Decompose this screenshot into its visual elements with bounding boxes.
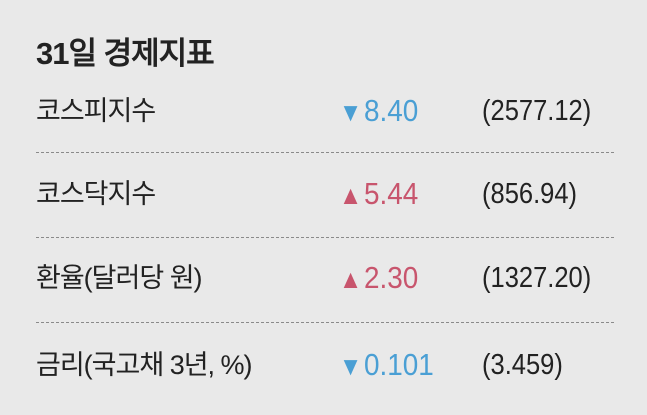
row-change: ▲5.44 xyxy=(339,169,418,220)
row-level: (1327.20) xyxy=(482,262,592,294)
table-row-kospi: 코스피지수 ▼8.40 (2577.12) xyxy=(36,86,616,136)
row-label: 코스피지수 xyxy=(36,96,156,126)
down-triangle-icon: ▼ xyxy=(339,351,363,381)
page-title: 31일 경제지표 xyxy=(36,36,215,71)
divider xyxy=(36,237,614,238)
divider xyxy=(36,322,614,323)
row-change: ▼0.101 xyxy=(339,340,434,391)
row-label: 코스닥지수 xyxy=(36,179,156,209)
change-value: 2.30 xyxy=(363,260,419,295)
row-level: (856.94) xyxy=(482,178,578,210)
up-triangle-icon: ▲ xyxy=(339,264,363,294)
change-value: 0.101 xyxy=(363,347,434,382)
down-triangle-icon: ▼ xyxy=(339,97,363,127)
row-level: (3.459) xyxy=(482,349,563,381)
row-level: (2577.12) xyxy=(482,95,592,127)
row-label: 환율(달러당 원) xyxy=(36,263,203,293)
up-triangle-icon: ▲ xyxy=(339,180,363,210)
change-value: 8.40 xyxy=(363,93,419,128)
table-row-exchange-rate: 환율(달러당 원) ▲2.30 (1327.20) xyxy=(36,253,616,303)
change-value: 5.44 xyxy=(363,176,419,211)
row-change: ▲2.30 xyxy=(339,253,418,304)
table-row-kosdaq: 코스닥지수 ▲5.44 (856.94) xyxy=(36,169,616,219)
table-row-interest-rate: 금리(국고채 3년, %) ▼0.101 (3.459) xyxy=(36,340,616,390)
row-label: 금리(국고채 3년, %) xyxy=(36,350,253,380)
row-change: ▼8.40 xyxy=(339,86,418,137)
divider xyxy=(36,152,614,153)
